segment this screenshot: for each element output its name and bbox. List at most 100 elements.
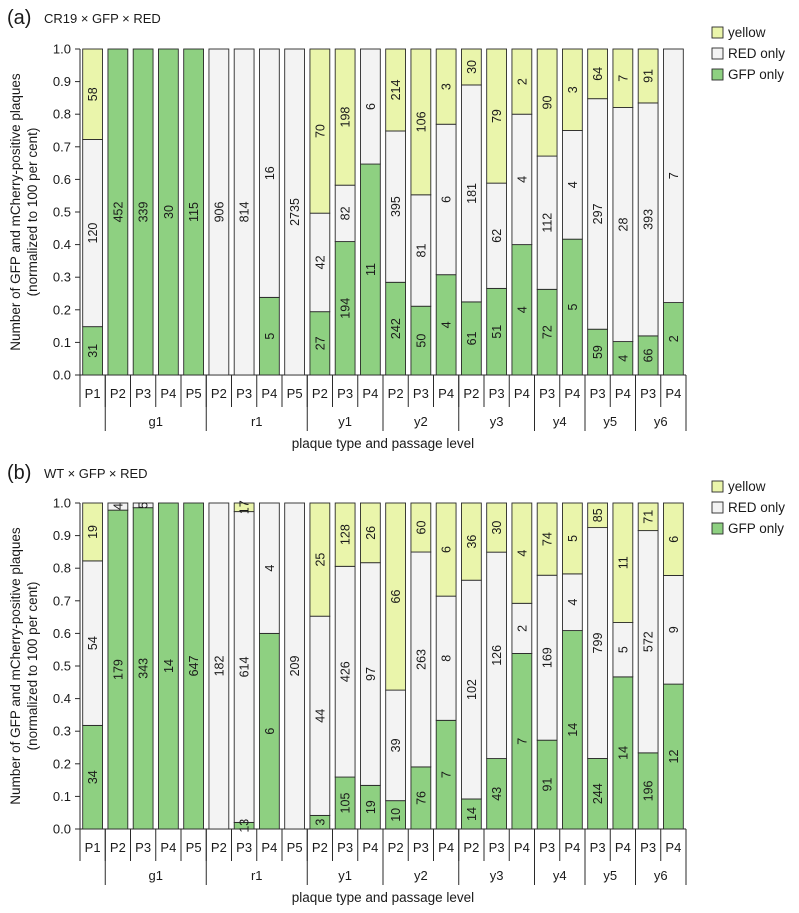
- panel-b-title: WT × GFP × RED: [44, 466, 148, 481]
- a-x-category-label: P4: [514, 386, 530, 401]
- a-x-category-label: P4: [362, 386, 378, 401]
- b-bar-data-label: 126: [490, 645, 504, 666]
- b-bar-segment-red-only: [259, 502, 280, 634]
- a-group-label: y6: [654, 414, 668, 429]
- a-bar-data-label: 28: [616, 218, 630, 232]
- b-legend-swatch: [711, 522, 724, 535]
- b-x-category-label: P3: [337, 840, 353, 855]
- a-bar-data-label: 2735: [288, 198, 302, 226]
- a-bar-data-label: 214: [389, 80, 403, 101]
- b-bar-segment-yellow: [435, 502, 457, 597]
- a-group-label: y5: [603, 414, 617, 429]
- a-x-category-label: P3: [590, 386, 606, 401]
- a-bar-data-label: 82: [339, 206, 353, 220]
- a-legend-label: RED only: [728, 46, 785, 61]
- b-bar-data-label: 6: [263, 728, 277, 735]
- b-bar-segment-red-only: [208, 502, 230, 830]
- a-x-category-label: P4: [564, 386, 580, 401]
- a-bar-data-label: 50: [414, 334, 428, 348]
- b-group-label: y6: [654, 868, 668, 883]
- a-bar-data-label: 70: [313, 124, 327, 138]
- a-bar-data-label: 4: [515, 306, 529, 313]
- a-x-category-label: P2: [388, 386, 404, 401]
- b-bar-data-label: 26: [364, 526, 378, 540]
- b-bar-data-label: 244: [591, 783, 605, 804]
- b-bar-data-label: 43: [490, 787, 504, 801]
- a-bar-segment-yellow: [637, 48, 659, 104]
- a-y-tick-label: 0.8: [53, 107, 71, 122]
- b-bar-data-label: 4: [515, 550, 529, 557]
- a-group-label: y1: [338, 414, 352, 429]
- panel-b-ylabel: Number of GFP and mCherry-positive plaqu…: [8, 527, 23, 805]
- panel-a-ylabel: Number of GFP and mCherry-positive plaqu…: [8, 73, 23, 351]
- a-x-category-label: P4: [615, 386, 631, 401]
- a-bar-data-label: 5: [263, 333, 277, 340]
- b-bar-data-label: 71: [642, 510, 656, 524]
- a-x-category-label: P3: [413, 386, 429, 401]
- b-y-tick-label: 0.5: [53, 659, 71, 674]
- a-bar-data-label: 6: [440, 196, 454, 203]
- a-bar-data-label: 452: [111, 202, 125, 223]
- b-bar-segment-yellow: [612, 502, 634, 623]
- a-bar-data-label: 339: [137, 202, 151, 223]
- b-group-label: y5: [603, 868, 617, 883]
- a-bar-segment-red-only: [233, 48, 255, 376]
- a-bar-data-label: 11: [364, 263, 378, 276]
- b-bar-data-label: 4: [111, 503, 125, 510]
- a-bar-data-label: 79: [490, 109, 504, 123]
- b-bar-data-label: 102: [465, 679, 479, 700]
- a-x-category-label: P3: [135, 386, 151, 401]
- a-x-category-label: P2: [110, 386, 126, 401]
- b-bar-data-label: 10: [389, 808, 403, 822]
- b-bar-data-label: 647: [187, 656, 201, 677]
- b-y-tick-label: 0.2: [53, 756, 71, 771]
- a-bar-segment-yellow: [562, 48, 583, 131]
- panel-a-ylabel-line2: (normalized to 100 per cent): [25, 128, 40, 297]
- a-bar-segment-red-only: [208, 48, 230, 376]
- a-bar-data-label: 7: [667, 172, 681, 179]
- b-bar-segment-gfp-only: [157, 502, 179, 830]
- b-bar-segment-yellow: [536, 502, 558, 576]
- a-bar-data-label: 4: [440, 321, 454, 328]
- b-bar-data-label: 14: [566, 723, 580, 737]
- b-group-label: r1: [251, 868, 263, 883]
- a-bar-data-label: 297: [591, 203, 605, 224]
- a-group-label: y4: [553, 414, 567, 429]
- b-x-category-label: P4: [362, 840, 378, 855]
- a-y-tick-label: 1.0: [53, 42, 71, 57]
- a-bar-data-label: 194: [339, 298, 353, 319]
- a-x-category-label: P5: [287, 386, 303, 401]
- b-bar-data-label: 91: [541, 778, 555, 792]
- a-x-category-label: P4: [438, 386, 454, 401]
- b-legend-swatch: [711, 480, 724, 493]
- b-bar-data-label: 7: [515, 738, 529, 745]
- b-x-category-label: P3: [489, 840, 505, 855]
- b-bar-data-label: 128: [339, 524, 353, 545]
- a-x-category-label: P2: [312, 386, 328, 401]
- b-bar-data-label: 8: [440, 655, 454, 662]
- a-bar-data-label: 4: [515, 176, 529, 183]
- a-x-category-label: P2: [211, 386, 227, 401]
- a-bar-data-label: 72: [541, 325, 555, 339]
- b-bar-data-label: 6: [667, 536, 681, 543]
- a-bar-data-label: 3: [440, 83, 454, 90]
- a-bar-data-label: 59: [591, 345, 605, 359]
- b-bar-data-label: 30: [490, 521, 504, 535]
- a-bar-segment-yellow: [385, 48, 407, 132]
- a-bar-data-label: 81: [414, 244, 428, 258]
- b-bar-data-label: 36: [465, 535, 479, 549]
- a-bar-data-label: 64: [591, 67, 605, 81]
- a-bar-segment-gfp-only: [183, 48, 204, 376]
- b-legend-label: GFP only: [728, 521, 784, 536]
- b-bar-data-label: 74: [541, 532, 555, 546]
- a-bar-segment-gfp-only: [132, 48, 154, 376]
- a-bar-data-label: 2: [515, 78, 529, 85]
- a-x-category-label: P4: [261, 386, 277, 401]
- b-bar-segment-yellow: [309, 502, 331, 617]
- a-bar-data-label: 115: [187, 202, 201, 222]
- b-x-category-label: P3: [236, 840, 252, 855]
- a-bar-data-label: 5: [566, 304, 580, 311]
- a-bar-data-label: 51: [490, 325, 504, 339]
- a-legend-label: GFP only: [728, 67, 784, 82]
- a-bar-data-label: 7: [616, 75, 630, 82]
